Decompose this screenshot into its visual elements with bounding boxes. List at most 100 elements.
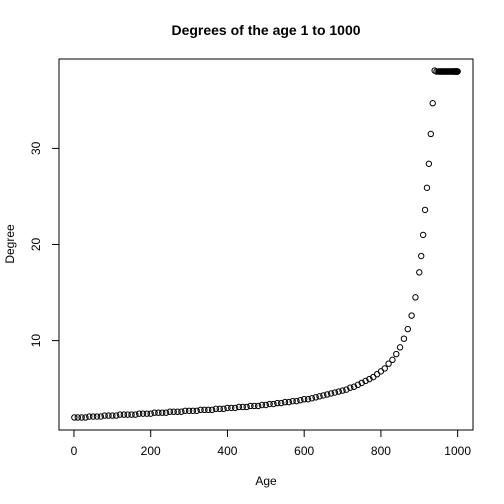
data-point	[297, 397, 304, 404]
data-point	[423, 184, 431, 191]
x-tick-label: 1000	[444, 444, 471, 458]
data-point	[132, 411, 139, 418]
data-point	[396, 344, 404, 351]
data-point	[454, 68, 461, 75]
data-point	[339, 387, 346, 394]
data-point	[389, 356, 396, 364]
data-point	[331, 389, 339, 396]
data-point	[205, 406, 212, 414]
data-point	[155, 409, 162, 416]
data-point	[197, 406, 204, 414]
data-point	[97, 413, 105, 420]
data-point	[416, 269, 423, 276]
data-point	[425, 160, 433, 167]
data-point	[293, 397, 300, 405]
data-point	[427, 130, 434, 138]
data-point	[208, 406, 216, 414]
data-point	[281, 398, 289, 406]
data-point	[170, 408, 177, 415]
data-points	[71, 67, 461, 421]
data-point	[366, 375, 373, 383]
data-point	[412, 294, 419, 301]
data-point	[231, 404, 239, 412]
plot-frame	[58, 58, 474, 431]
data-point	[316, 393, 323, 400]
x-tick-label: 200	[141, 444, 161, 458]
data-point	[323, 391, 331, 398]
data-point	[162, 409, 170, 416]
data-point	[404, 325, 411, 333]
data-point	[247, 402, 254, 410]
data-point	[373, 371, 381, 378]
x-axis: 0 200 400 600 800 1000	[71, 429, 471, 458]
data-point	[112, 412, 120, 419]
data-point	[362, 377, 369, 385]
data-point	[159, 409, 166, 416]
data-point	[429, 100, 436, 107]
data-point	[151, 409, 158, 416]
data-point	[335, 388, 342, 395]
data-point	[400, 335, 408, 342]
data-point	[254, 402, 262, 410]
data-point	[212, 405, 220, 413]
data-point	[193, 407, 200, 414]
data-point	[228, 404, 235, 412]
data-point	[266, 400, 273, 408]
y-tick-label: 10	[29, 334, 43, 348]
data-point	[289, 397, 296, 405]
data-point	[243, 403, 250, 411]
data-point	[251, 402, 258, 410]
data-point	[201, 406, 208, 414]
data-point	[418, 252, 425, 260]
x-tick-label: 800	[371, 444, 391, 458]
data-point	[270, 400, 277, 408]
data-point	[120, 411, 128, 418]
data-point	[393, 350, 400, 358]
data-point	[174, 408, 181, 415]
data-point	[239, 403, 246, 411]
data-point	[274, 399, 281, 407]
data-point	[358, 379, 365, 387]
data-point	[182, 407, 189, 414]
data-point	[220, 405, 227, 413]
data-point	[224, 404, 231, 412]
data-point	[89, 413, 97, 420]
data-point	[101, 412, 108, 419]
data-point	[105, 412, 112, 419]
data-point	[185, 407, 193, 414]
data-point	[139, 410, 147, 417]
data-point	[86, 413, 93, 420]
data-point	[285, 398, 293, 406]
data-point	[300, 396, 308, 403]
x-axis-label: Age	[255, 474, 277, 488]
data-point	[78, 414, 85, 421]
data-point	[385, 360, 392, 367]
data-point	[135, 410, 143, 417]
data-point	[128, 411, 135, 418]
data-point	[320, 392, 327, 399]
data-point	[354, 381, 362, 389]
data-point	[124, 411, 131, 418]
data-point	[258, 401, 266, 409]
data-point	[327, 390, 335, 397]
data-point	[109, 412, 116, 419]
data-point	[262, 401, 270, 409]
data-point	[74, 414, 82, 421]
data-point	[350, 383, 358, 390]
y-axis: 10 20 30	[29, 141, 60, 348]
data-point	[93, 413, 101, 420]
data-point	[189, 407, 197, 414]
data-point	[304, 396, 312, 403]
data-point	[216, 405, 223, 413]
data-point	[308, 395, 316, 402]
x-tick-label: 400	[217, 444, 237, 458]
data-point	[71, 414, 78, 421]
data-point	[277, 399, 285, 407]
data-point	[408, 312, 415, 319]
x-tick-label: 600	[294, 444, 314, 458]
data-point	[377, 368, 385, 375]
data-point	[116, 411, 124, 418]
y-axis-label: Degree	[3, 224, 17, 264]
data-point	[343, 386, 350, 393]
